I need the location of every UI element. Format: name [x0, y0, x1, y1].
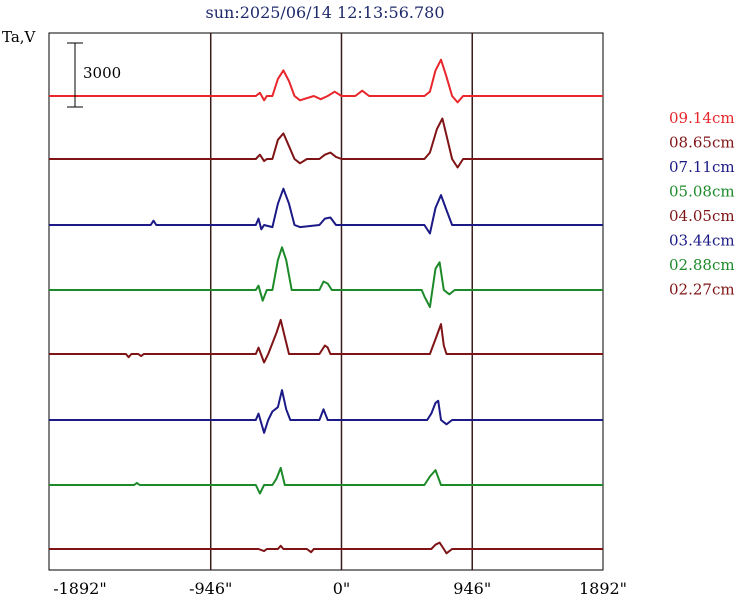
- legend-entry: 04.05cm: [669, 207, 735, 225]
- scale-bar: 3000: [67, 42, 121, 108]
- trace-07.11cm: [49, 187, 603, 235]
- legend: 09.14cm 08.65cm 07.11cm 05.08cm 04.05cm 03.44…: [669, 109, 735, 299]
- trace-02.27cm: [49, 541, 603, 555]
- legend-entry: 08.65cm: [669, 134, 735, 152]
- legend-entry: 07.11cm: [669, 158, 735, 176]
- y-axis-label: Ta,V: [2, 28, 37, 46]
- trace-02.88cm: [49, 466, 603, 495]
- trace-08.65cm: [49, 117, 603, 169]
- chart-title: sun:2025/06/14 12:13:56.780: [206, 3, 445, 22]
- plot-frame: [48, 32, 604, 571]
- legend-entry: 02.27cm: [669, 281, 735, 299]
- x-tick-label: -1892": [53, 579, 106, 598]
- trace-04.05cm: [49, 318, 603, 364]
- trace-03.44cm: [49, 389, 603, 434]
- legend-entry: 05.08cm: [669, 183, 735, 201]
- legend-entry: 03.44cm: [669, 232, 735, 250]
- x-tick-label: 946": [453, 579, 491, 598]
- x-ticks: -1892" -946" 0" 946" 1892": [53, 579, 627, 598]
- x-tick-label: 1892": [579, 579, 627, 598]
- trace-09.14cm: [49, 58, 603, 104]
- legend-entry: 09.14cm: [669, 109, 735, 127]
- scale-bar-label: 3000: [83, 64, 121, 82]
- x-tick-label: 0": [333, 579, 351, 598]
- x-tick-label: -946": [189, 579, 232, 598]
- traces: [49, 58, 603, 555]
- vertical-markers: [209, 33, 473, 570]
- trace-05.08cm: [49, 246, 603, 309]
- legend-entry: 02.88cm: [669, 256, 735, 274]
